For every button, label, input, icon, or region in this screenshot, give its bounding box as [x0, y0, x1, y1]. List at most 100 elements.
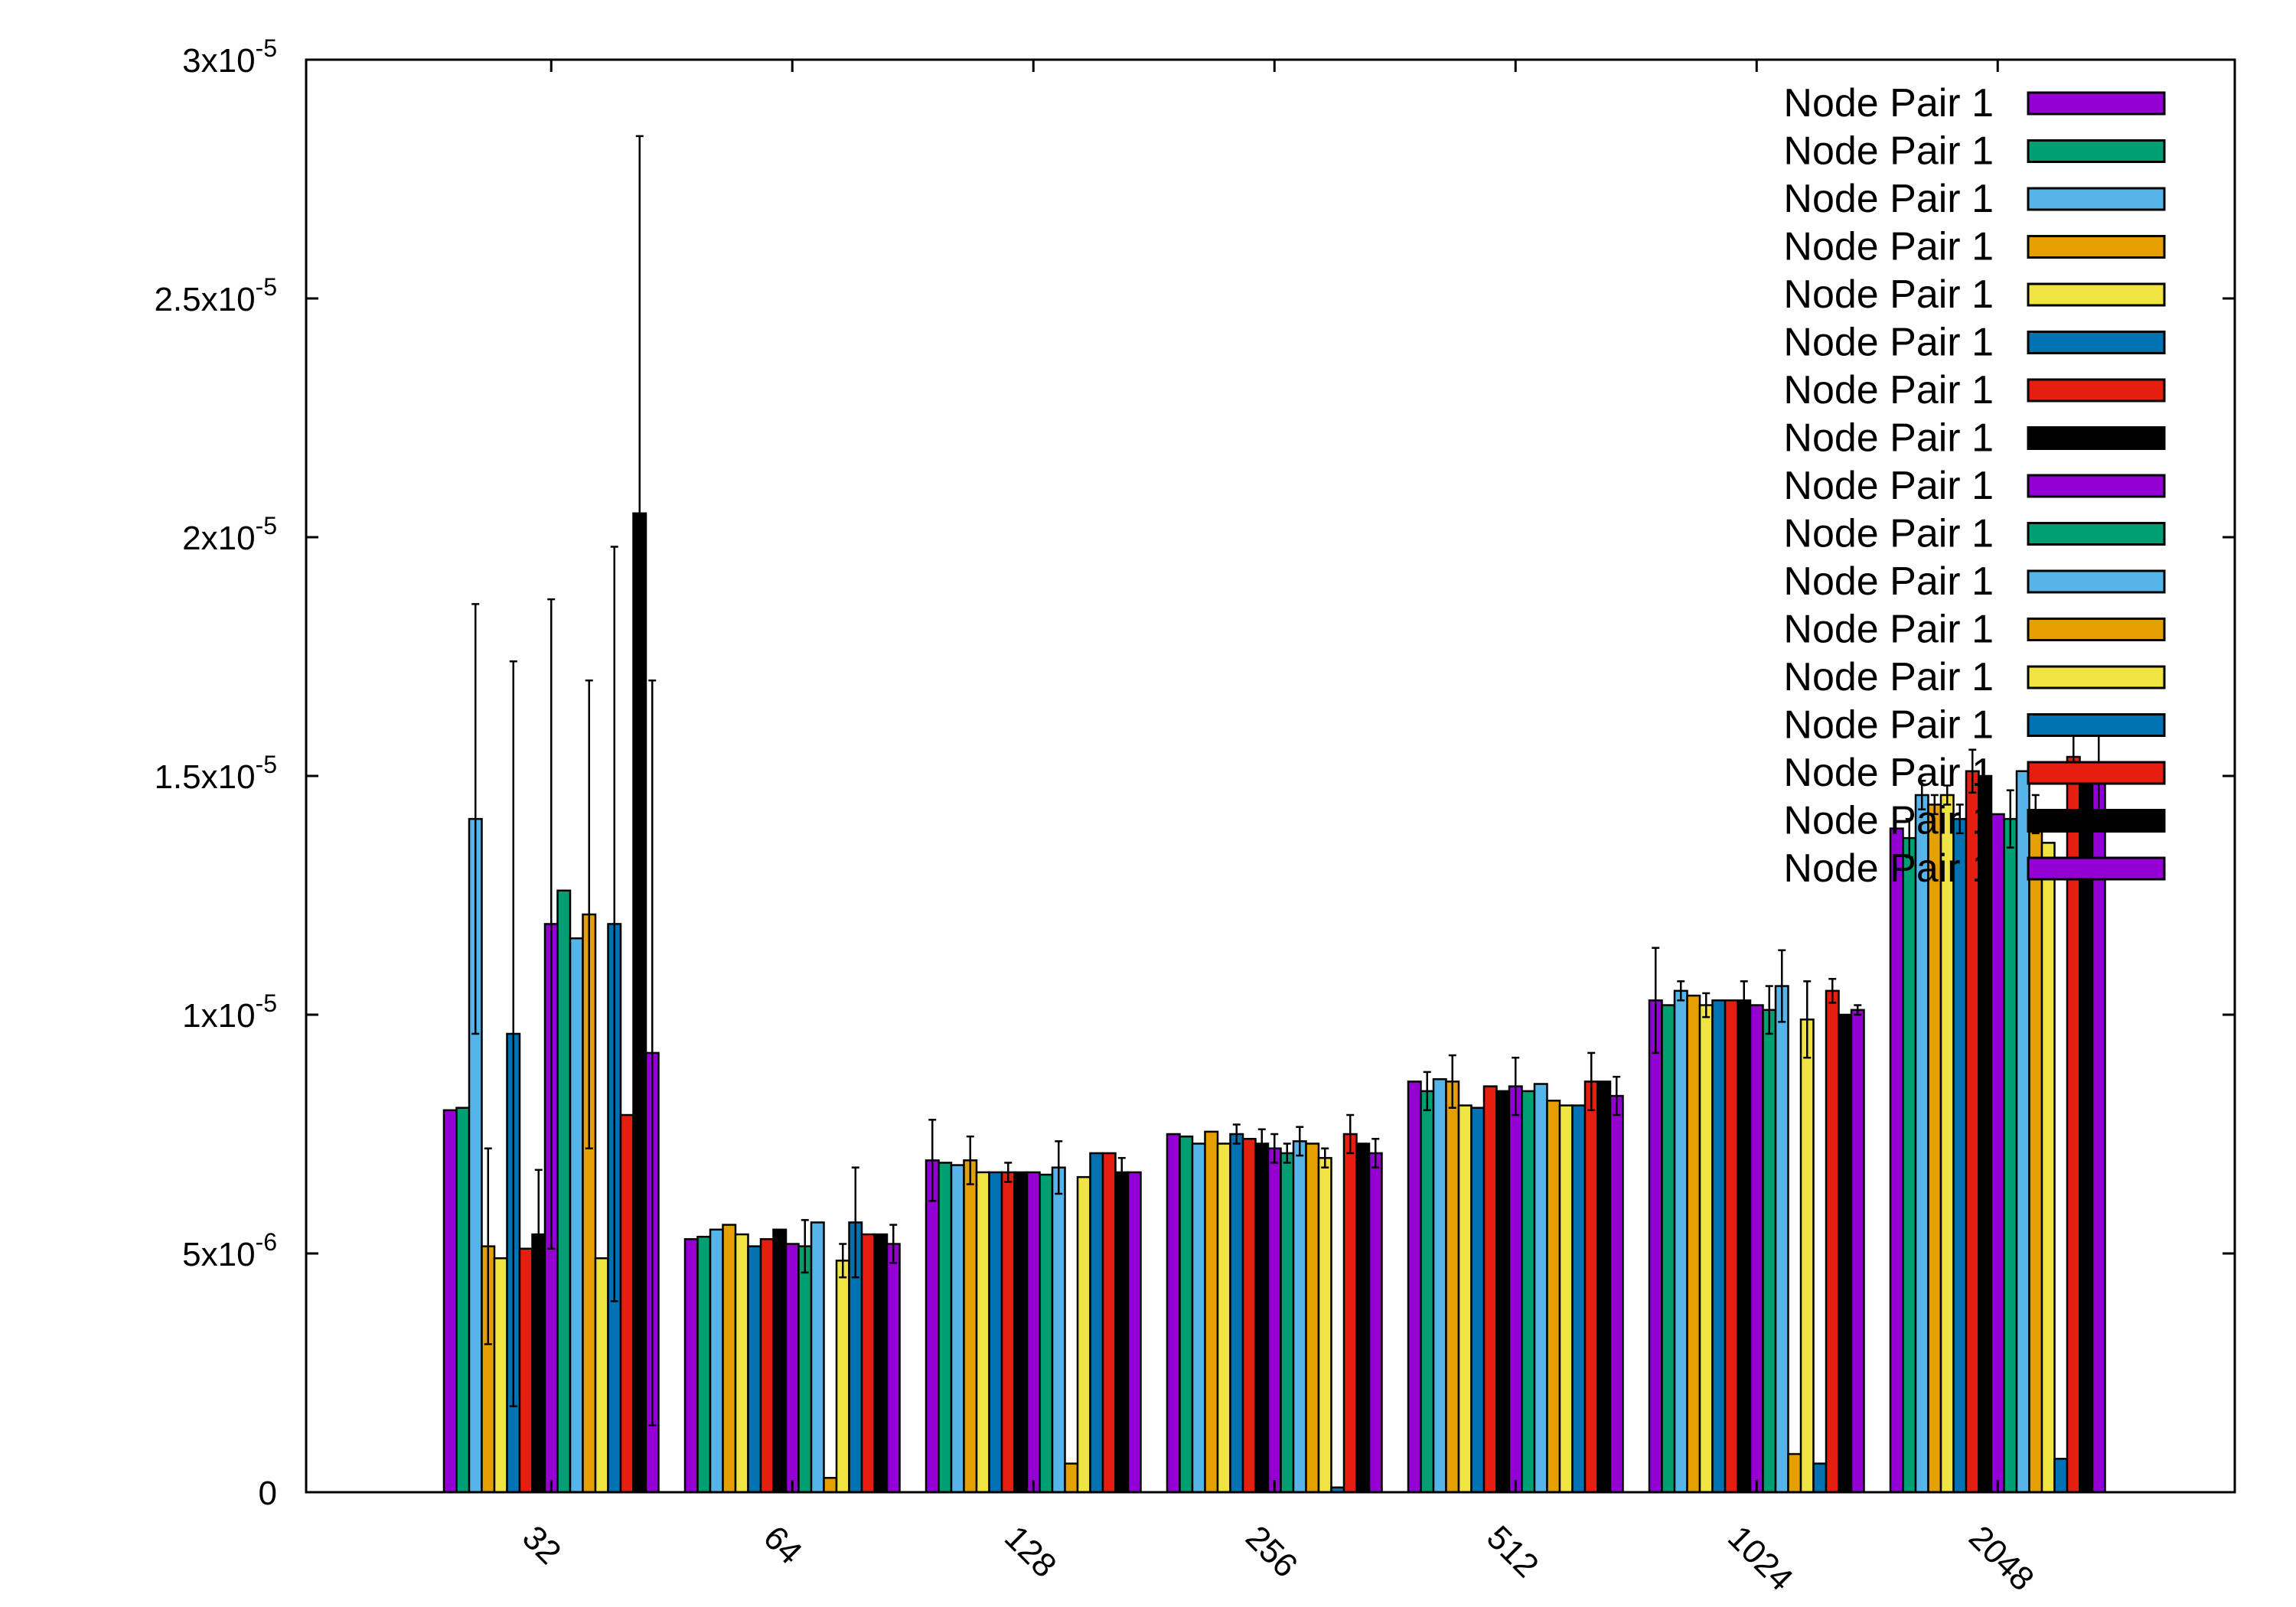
bar-series-9-512 [1508, 1085, 1523, 1494]
legend-label: Node Pair 1 [1783, 703, 1994, 748]
error-bar-series-15-1024 [1828, 977, 1837, 1004]
error-bar-series-9-256 [1270, 1133, 1279, 1164]
error-bar-series-8-1024 [1740, 980, 1748, 1021]
bar-series-5-512 [1457, 1104, 1473, 1494]
bar-series-4-2048 [1927, 804, 1942, 1494]
legend-item-4: Node Pair 1 [1783, 225, 2166, 269]
error-bar-series-2-512 [1423, 1071, 1431, 1112]
bar-series-14-128 [1089, 1152, 1104, 1494]
bar-series-3-2048 [1914, 794, 1929, 1494]
legend-label: Node Pair 1 [1783, 655, 1994, 699]
bar-series-10-512 [1521, 1090, 1536, 1494]
error-bar-series-12-32 [585, 679, 593, 1149]
bar-series-4-256 [1204, 1130, 1219, 1494]
bar-series-17-512 [1609, 1094, 1624, 1494]
error-bar-series-10-64 [801, 1219, 809, 1274]
bar-series-3-128 [950, 1164, 965, 1494]
legend-item-14: Node Pair 1 [1783, 703, 2166, 748]
bar-series-8-128 [1013, 1171, 1029, 1494]
bar-series-1-64 [683, 1238, 699, 1494]
error-bar-series-8-32 [534, 1169, 543, 1300]
bar-series-15-1024 [1825, 989, 1840, 1494]
error-bar-series-5-2048 [1943, 784, 1952, 806]
bar-series-2-2048 [1902, 836, 1917, 1494]
bar-series-7-512 [1482, 1085, 1498, 1494]
bar-series-13-1024 [1799, 1018, 1815, 1494]
bar-series-8-1024 [1737, 999, 1752, 1494]
bar-series-4-1024 [1686, 994, 1701, 1494]
legend-swatch [2027, 139, 2166, 163]
bar-series-16-2048 [2079, 779, 2094, 1494]
bar-series-12-1024 [1787, 1452, 1802, 1494]
bar-series-5-32 [493, 1257, 508, 1494]
legend-item-1: Node Pair 1 [1783, 81, 2166, 125]
error-bar-series-11-128 [1055, 1140, 1063, 1195]
error-bar-series-16-128 [1117, 1156, 1126, 1188]
error-bar-series-1-128 [928, 1119, 937, 1202]
legend-label: Node Pair 1 [1783, 321, 1994, 365]
bar-series-16-64 [873, 1233, 889, 1494]
bar-series-9-64 [784, 1243, 800, 1494]
y-tick-label: 1x10-5 [182, 989, 277, 1035]
legend-item-13: Node Pair 1 [1783, 655, 2166, 699]
bar-series-2-1024 [1661, 1004, 1676, 1494]
legend-item-7: Node Pair 1 [1783, 368, 2166, 412]
bar-series-9-1024 [1749, 1004, 1764, 1494]
y-tick-label: 2x10-5 [182, 512, 277, 557]
y-tick-label: 3x10-5 [182, 34, 277, 80]
bar-series-13-512 [1558, 1104, 1574, 1494]
bar-series-14-512 [1571, 1104, 1587, 1494]
bar-series-8-64 [772, 1228, 788, 1494]
bar-series-1-512 [1407, 1081, 1422, 1494]
legend-label: Node Pair 1 [1783, 512, 1994, 556]
bar-series-3-1024 [1673, 989, 1688, 1494]
bar-series-11-32 [569, 937, 584, 1494]
error-bar-series-7-2048 [1968, 748, 1977, 794]
bar-series-3-512 [1432, 1077, 1447, 1494]
bar-series-2-32 [455, 1107, 471, 1494]
bar-series-14-2048 [2053, 1458, 2069, 1494]
bar-series-4-512 [1445, 1081, 1460, 1494]
error-bar-series-10-256 [1283, 1143, 1291, 1164]
y-tick-label: 2.5x10-5 [154, 273, 277, 318]
error-bar-series-4-32 [484, 1147, 492, 1345]
bar-series-11-1024 [1774, 985, 1789, 1494]
bar-series-12-2048 [2028, 813, 2043, 1494]
bar-series-11-512 [1533, 1083, 1548, 1494]
bar-series-13-2048 [2040, 842, 2056, 1494]
legend-label: Node Pair 1 [1783, 272, 1994, 317]
legend-label: Node Pair 1 [1783, 129, 1994, 174]
bar-series-8-512 [1495, 1090, 1511, 1494]
error-bar-series-3-32 [471, 603, 480, 1035]
error-bar-series-9-32 [547, 598, 556, 1250]
legend-swatch [2027, 426, 2166, 450]
error-bar-series-14-64 [851, 1166, 859, 1279]
legend-item-5: Node Pair 1 [1783, 272, 2166, 317]
bar-series-10-2048 [2003, 817, 2018, 1494]
bar-series-15-256 [1342, 1133, 1358, 1494]
bar-series-12-256 [1305, 1143, 1320, 1494]
legend-item-3: Node Pair 1 [1783, 177, 2166, 221]
error-bar-series-15-512 [1587, 1051, 1596, 1112]
legend-swatch [2027, 761, 2166, 785]
error-bar-series-3-2048 [1918, 779, 1926, 810]
legend-item-12: Node Pair 1 [1783, 608, 2166, 652]
bar-series-17-1024 [1850, 1009, 1865, 1494]
legend-label: Node Pair 1 [1783, 81, 1994, 125]
error-bar-series-10-1024 [1765, 985, 1773, 1035]
legend-swatch [2027, 856, 2166, 881]
error-bar-series-6-2048 [1955, 804, 1964, 835]
legend-label: Node Pair 1 [1783, 799, 1994, 843]
bar-series-15-64 [860, 1233, 876, 1494]
error-bar-series-17-256 [1371, 1137, 1380, 1169]
bar-series-2-512 [1420, 1090, 1435, 1494]
bar-series-10-1024 [1762, 1009, 1777, 1494]
bar-series-5-1024 [1698, 1004, 1714, 1494]
legend-item-16: Node Pair 1 [1783, 799, 2166, 843]
bar-series-13-32 [594, 1257, 609, 1494]
legend-swatch [2027, 569, 2166, 594]
bar-series-1-2048 [1889, 827, 1904, 1494]
legend-label: Node Pair 1 [1783, 416, 1994, 461]
legend-item-15: Node Pair 1 [1783, 751, 2166, 795]
